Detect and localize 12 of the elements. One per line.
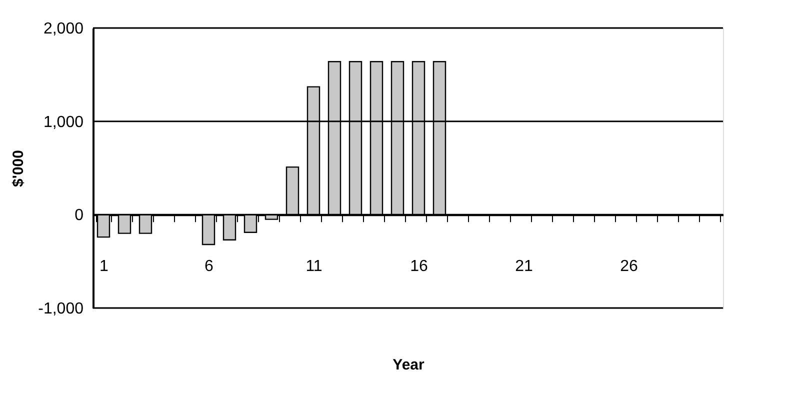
y-tick-label: 1,000	[43, 114, 84, 131]
x-tick-label: 1	[100, 258, 109, 276]
x-tick-label: 16	[410, 258, 428, 276]
x-tick-label: 26	[620, 258, 638, 276]
y-tick-label: -1,000	[38, 300, 84, 318]
x-axis-title: Year	[392, 356, 425, 374]
x-tick-label: 11	[306, 258, 322, 276]
y-axis-title: $'000	[10, 150, 28, 187]
x-tick-label: 6	[204, 258, 214, 276]
y-tick-label: 2,000	[43, 20, 84, 38]
x-tick-label: 21	[515, 258, 533, 276]
y-tick-label: 0	[74, 207, 84, 224]
